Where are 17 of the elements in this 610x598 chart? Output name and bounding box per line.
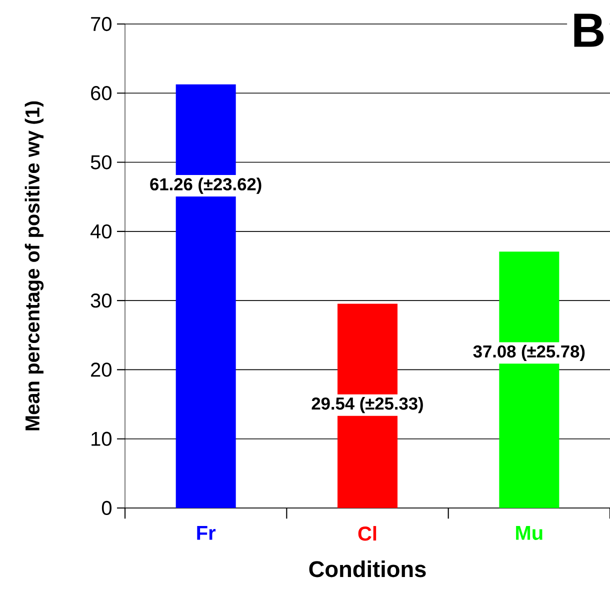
- x-tick-label: Cl: [358, 526, 376, 541]
- x-axis-title: Conditions: [309, 560, 426, 578]
- y-tick-label: 60: [91, 86, 112, 100]
- data-label: 29.54 (±25.33): [312, 396, 423, 414]
- x-tick-label: Mu: [516, 526, 542, 540]
- y-axis-title: Mean percentage of positive wγ (1): [24, 101, 44, 430]
- data-label: 37.08 (±25.78): [473, 344, 585, 362]
- x-tick-label: Fr: [197, 526, 216, 540]
- y-tick-label: 0: [102, 500, 112, 516]
- y-tick-label: 50: [90, 155, 112, 170]
- y-tick-label: 40: [90, 224, 112, 238]
- annotation: B: [574, 14, 604, 47]
- data-label: 61.26 (±23.62): [150, 178, 262, 194]
- y-tick-label: 30: [90, 293, 112, 308]
- y-tick-label: 10: [92, 432, 112, 446]
- y-tick-label: 20: [91, 362, 112, 377]
- y-tick-label: 70: [91, 16, 112, 32]
